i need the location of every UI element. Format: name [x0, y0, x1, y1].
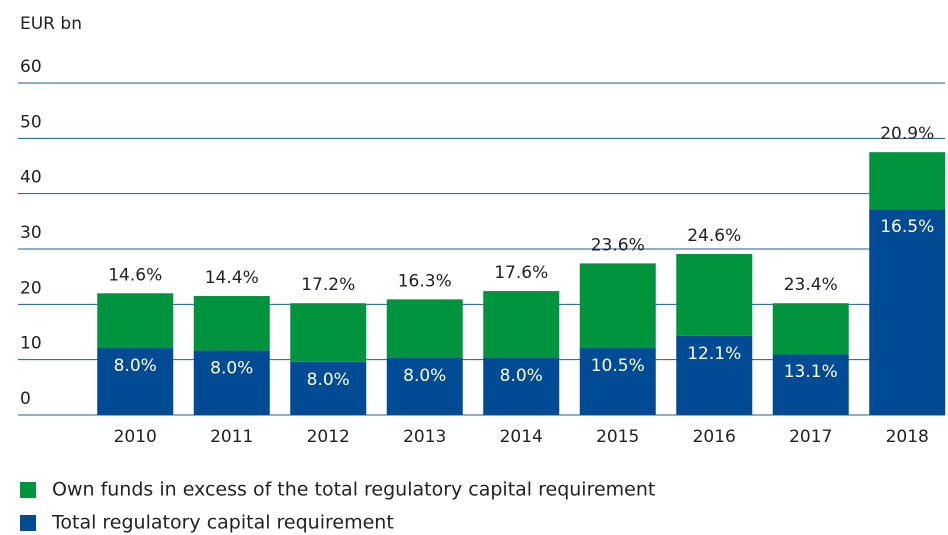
x-tick-label: 2015: [596, 427, 639, 447]
bar-segment: [193, 296, 270, 351]
x-tick-label: 2010: [114, 427, 157, 447]
requirement-ratio-label: 12.1%: [687, 344, 741, 364]
requirement-ratio-label: 10.5%: [591, 356, 645, 376]
bar-segment: [579, 348, 656, 415]
y-axis-label: EUR bn: [20, 14, 82, 34]
requirement-ratio-label: 16.5%: [880, 217, 934, 237]
x-tick-label: 2012: [307, 427, 350, 447]
legend-swatch: [20, 482, 36, 498]
x-tick-label: 2011: [210, 427, 253, 447]
x-tick-label: 2017: [789, 427, 832, 447]
requirement-ratio-label: 8.0%: [210, 358, 253, 378]
bar-segment: [483, 358, 560, 415]
total-ratio-label: 14.6%: [108, 265, 162, 285]
bar-segment: [193, 350, 270, 415]
requirement-ratio-label: 8.0%: [500, 366, 543, 386]
y-tick-label: 30: [20, 223, 42, 243]
bar-segment: [290, 303, 367, 362]
bar-segment: [772, 354, 849, 415]
x-tick-label: 2013: [403, 427, 446, 447]
total-ratio-label: 17.6%: [494, 263, 548, 283]
bar-segment: [386, 358, 463, 415]
bar-segment: [869, 209, 946, 415]
bar-segment: [579, 263, 656, 349]
x-tick-label: 2014: [500, 427, 543, 447]
bar-segment: [386, 299, 463, 359]
x-tick-label: 2016: [693, 427, 736, 447]
y-tick-label: 0: [20, 389, 31, 409]
total-ratio-label: 16.3%: [398, 271, 452, 291]
legend-swatch: [20, 515, 36, 531]
bar-segment: [483, 291, 560, 359]
y-tick-label: 10: [20, 334, 42, 354]
y-tick-label: 40: [20, 168, 42, 188]
bar-segment: [772, 303, 849, 355]
total-ratio-label: 20.9%: [880, 124, 934, 144]
requirement-ratio-label: 8.0%: [307, 370, 350, 390]
requirement-ratio-label: 8.0%: [114, 356, 157, 376]
bar-segment: [676, 335, 753, 415]
bar-segment: [97, 348, 174, 415]
y-tick-label: 50: [20, 112, 42, 132]
bar-segment: [97, 293, 174, 349]
legend-label: Own funds in excess of the total regulat…: [52, 479, 655, 501]
requirement-ratio-label: 13.1%: [784, 362, 838, 382]
total-ratio-label: 14.4%: [205, 268, 259, 288]
total-ratio-label: 23.4%: [784, 275, 838, 295]
bar-segment: [676, 253, 753, 336]
y-tick-label: 60: [20, 57, 42, 77]
x-tick-label: 2018: [886, 427, 929, 447]
requirement-ratio-label: 8.0%: [403, 366, 446, 386]
total-ratio-label: 24.6%: [687, 226, 741, 246]
total-ratio-label: 23.6%: [591, 235, 645, 255]
bar-segment: [290, 361, 367, 415]
bar-segment: [869, 152, 946, 210]
legend-label: Total regulatory capital requirement: [51, 512, 394, 534]
y-tick-label: 20: [20, 278, 42, 298]
total-ratio-label: 17.2%: [301, 275, 355, 295]
